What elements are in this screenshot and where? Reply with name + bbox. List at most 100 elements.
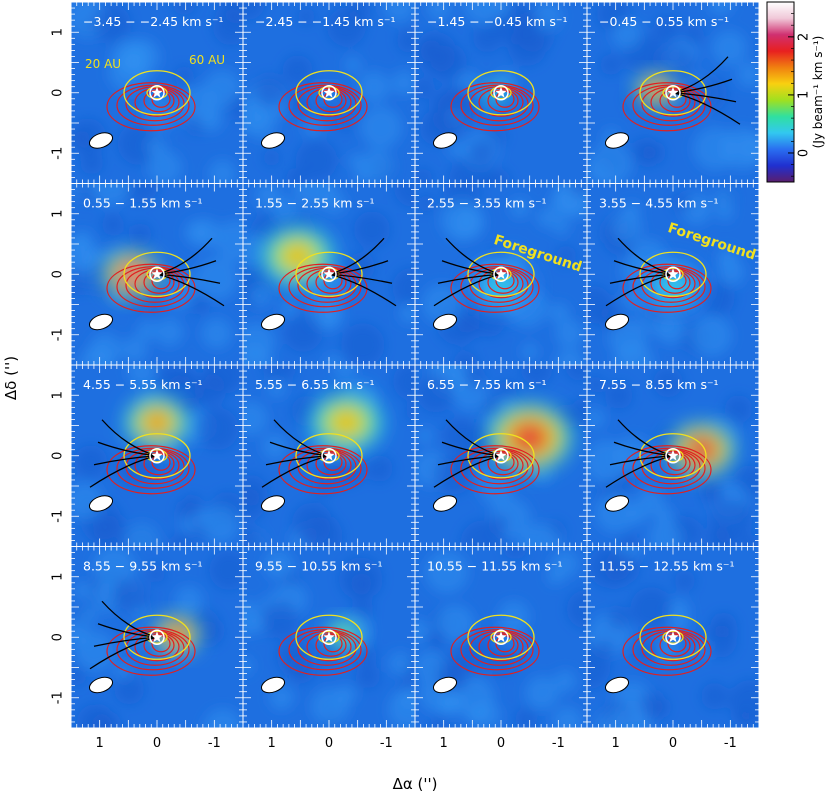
streamlines [89, 600, 158, 670]
panel-ticks [71, 546, 243, 728]
orbit-label-20au: 20 AU [85, 57, 121, 71]
x-tick-label: -1 [724, 736, 737, 751]
x-tick-label: 1 [96, 736, 104, 751]
panel-ticks [71, 183, 243, 365]
beam-ellipse [432, 676, 458, 694]
velocity-label: 6.55 − 7.55 km s⁻¹ [427, 377, 547, 392]
panel-ticks [415, 2, 587, 184]
panel-ticks [587, 546, 759, 728]
orbit-ellipses [467, 251, 535, 297]
velocity-label: 4.55 − 5.55 km s⁻¹ [83, 377, 203, 392]
x-tick-label: 1 [268, 736, 276, 751]
panel-ticks [243, 183, 415, 365]
orbit-ellipses [123, 251, 191, 297]
star-marker [321, 266, 337, 282]
velocity-label: 3.55 − 4.55 km s⁻¹ [599, 196, 719, 211]
velocity-label: 11.55 − 12.55 km s⁻¹ [599, 559, 734, 574]
beam-ellipse [432, 132, 458, 149]
channel-panel: −3.45 − −2.45 km s⁻¹ 20 AU 60 AU [70, 1, 244, 184]
panel-ticks [587, 2, 759, 184]
panel-ticks [71, 365, 243, 547]
channel-panel: 1.55 − 2.55 km s⁻¹ [242, 183, 416, 366]
channel-panel: −2.45 − −1.45 km s⁻¹ [242, 1, 416, 184]
orbit-ellipses [467, 70, 535, 116]
velocity-label: −3.45 − −2.45 km s⁻¹ [83, 14, 224, 29]
velocity-label: 0.55 − 1.55 km s⁻¹ [83, 196, 203, 211]
panel-frame [586, 546, 760, 729]
x-tick-label: 1 [612, 736, 620, 751]
channel-panel: 4.55 − 5.55 km s⁻¹ [70, 364, 244, 547]
red-contours [278, 445, 368, 495]
velocity-label: 1.55 − 2.55 km s⁻¹ [255, 196, 375, 211]
channel-panel: 5.55 − 6.55 km s⁻¹ [242, 364, 416, 547]
emission-blob [669, 423, 734, 476]
panel-ticks [71, 2, 243, 184]
beam-ellipse [88, 495, 114, 512]
streamlines [433, 419, 502, 488]
y-tick-label: 0 [51, 633, 66, 641]
streamlines [156, 237, 225, 307]
x-tick-label: -1 [380, 736, 393, 751]
x-tick-label: 1 [440, 736, 448, 751]
star-marker [149, 266, 165, 282]
star-marker [493, 448, 509, 464]
x-tick-label: 0 [153, 736, 161, 751]
y-tick-label: -1 [51, 510, 66, 523]
velocity-label: 9.55 − 10.55 km s⁻¹ [255, 559, 383, 574]
y-tick-label: 0 [51, 270, 66, 278]
velocity-label: 5.55 − 6.55 km s⁻¹ [255, 377, 375, 392]
beam-ellipse [432, 495, 458, 512]
orbit-ellipses [639, 614, 707, 660]
star-marker [665, 629, 681, 645]
streamlines [328, 237, 397, 307]
y-tick-label: 1 [51, 28, 66, 36]
star-marker [321, 629, 337, 645]
beam-ellipse [604, 495, 630, 512]
x-tick-label: 0 [325, 736, 333, 751]
beam-ellipse [604, 132, 630, 149]
panel-ticks [243, 546, 415, 728]
noise-texture [415, 2, 563, 184]
noise-texture [415, 546, 587, 728]
channel-panel: 6.55 − 7.55 km s⁻¹ [414, 364, 588, 547]
orbit-ellipses [639, 433, 707, 479]
channel-panel: −1.45 − −0.45 km s⁻¹ [414, 1, 588, 184]
streamlines [605, 237, 674, 307]
beam-ellipse [260, 313, 286, 331]
channel-panel: 7.55 − 8.55 km s⁻¹ [586, 364, 760, 547]
red-contours [278, 82, 368, 132]
y-tick-label: 1 [51, 210, 66, 218]
beam-ellipse [260, 495, 286, 512]
noise-texture [587, 367, 759, 547]
orbit-ellipses [123, 433, 191, 479]
panel-ticks [587, 365, 759, 547]
noise-texture [587, 546, 759, 728]
x-tick-label: 0 [497, 736, 505, 751]
y-axis-label: Δδ ('') [2, 356, 20, 400]
y-tick-label: 0 [51, 89, 66, 97]
star-marker [321, 448, 337, 464]
y-tick-label: 1 [51, 391, 66, 399]
star-marker [321, 85, 337, 101]
colorbar-tick-label: 1 [797, 91, 812, 99]
orbit-ellipses [639, 251, 707, 297]
beam-ellipse [88, 313, 114, 331]
x-tick-label: -1 [552, 736, 565, 751]
red-contours [106, 82, 196, 132]
noise-texture [243, 2, 415, 184]
panel-ticks [243, 365, 415, 547]
orbit-ellipses [123, 70, 191, 116]
noise-texture [243, 365, 415, 547]
orbit-ellipses [295, 251, 363, 297]
star-marker [149, 448, 165, 464]
orbit-label-60au: 60 AU [189, 53, 225, 67]
panel-ticks [415, 183, 587, 365]
panels-grid: −3.45 − −2.45 km s⁻¹ 20 AU 60 AU −2.45 − −1… [70, 1, 760, 729]
beam-ellipse [88, 132, 114, 149]
star-marker [665, 85, 681, 101]
orbit-ellipses [467, 433, 535, 479]
colorbar: 0 1 2 (Jy beam⁻¹ km s⁻¹) [766, 1, 825, 183]
velocity-label: −2.45 − −1.45 km s⁻¹ [255, 14, 396, 29]
panel-ticks [415, 365, 587, 547]
